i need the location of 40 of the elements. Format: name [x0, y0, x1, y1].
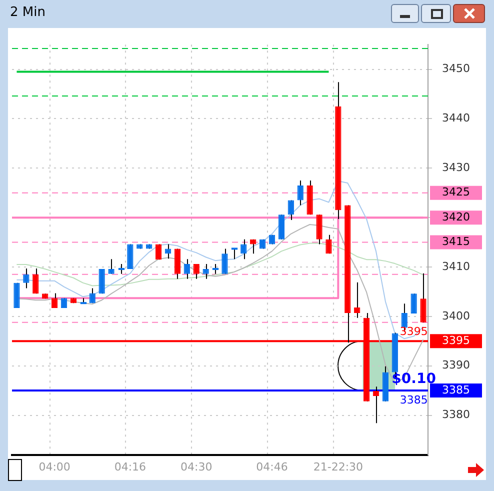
candlestick	[89, 288, 96, 304]
annotation: 3385	[400, 393, 428, 406]
candlestick	[164, 244, 172, 260]
y-tick-label: 3440	[442, 112, 470, 125]
candlestick	[420, 272, 426, 323]
y-tick-label: 3450	[442, 62, 470, 76]
y-tick-label: 3380	[442, 408, 470, 422]
ref-line-label: 3385	[442, 383, 470, 396]
candlestick	[372, 386, 380, 424]
y-tick-label: 3410	[442, 260, 470, 273]
candlestick	[316, 214, 322, 245]
ref-line-label: 3415	[442, 235, 470, 248]
candlestick	[326, 234, 332, 254]
candlestick	[240, 238, 247, 260]
candlestick	[250, 238, 256, 254]
candlestick	[410, 293, 417, 314]
candlestick	[184, 258, 190, 280]
y-tick-label: 3390	[442, 358, 470, 372]
candlestick	[354, 282, 360, 318]
x-tick-label: 04:30	[180, 460, 212, 474]
candlestick	[108, 258, 114, 274]
annotation: 3395	[400, 324, 428, 338]
candlestick	[202, 264, 209, 280]
candlestick	[288, 200, 294, 221]
candlestick	[222, 248, 228, 274]
candlestick	[23, 268, 30, 289]
y-tick-label: 3430	[442, 161, 470, 174]
x-tick-label: 04:46	[256, 460, 288, 474]
candlestick	[297, 180, 304, 206]
x-tick-label: 21-22:30	[313, 460, 364, 474]
ref-line-label: 3395	[442, 334, 470, 347]
x-tick-label: 04:00	[38, 460, 70, 474]
candlestick	[174, 248, 181, 280]
ref-line-label: 3420	[442, 210, 470, 224]
candlestick	[32, 268, 39, 294]
chart-title: 2 Min	[10, 5, 46, 20]
x-tick-label: 04:16	[114, 460, 146, 474]
ref-line-label: 3425	[442, 186, 470, 199]
y-tick-label: 3400	[442, 309, 470, 322]
annotation: $0.10	[392, 371, 436, 388]
